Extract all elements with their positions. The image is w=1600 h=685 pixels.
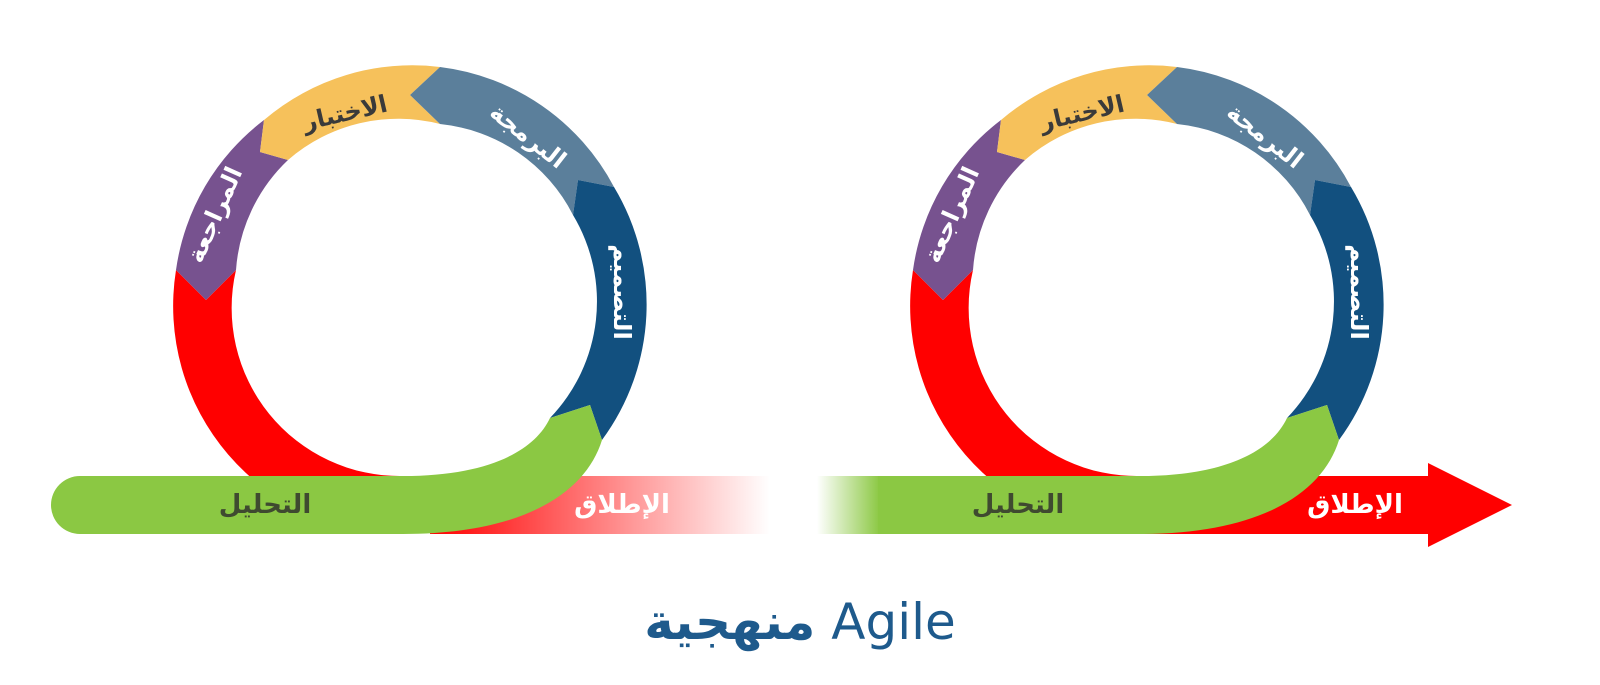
review-segment-left (176, 120, 288, 300)
design-label-right: التصميم (1345, 244, 1373, 339)
cycle-left: التحليل الإطلاق المراجعة الاختبار البرمج… (51, 65, 770, 535)
launch-label-right: الإطلاق (1307, 490, 1403, 520)
cycle-right: التحليل الإطلاق المراجعة الاختبار البرمج… (817, 65, 1512, 547)
red-loop-right (910, 270, 1140, 535)
testing-segment-left (260, 65, 440, 160)
launch-label-left: الإطلاق (574, 490, 670, 520)
analysis-fade-right (817, 476, 880, 534)
review-segment-right (913, 120, 1025, 300)
analysis-label-right: التحليل (972, 490, 1064, 520)
title-latin: Agile (831, 593, 956, 651)
design-segment-left (550, 180, 647, 440)
programming-segment-left (410, 67, 614, 215)
design-segment-right (1287, 180, 1384, 440)
red-loop-left (173, 270, 403, 535)
analysis-arrow-left (51, 405, 602, 534)
design-label-left: التصميم (608, 244, 636, 339)
testing-segment-right (997, 65, 1177, 160)
title-arabic: منهجية (644, 593, 816, 651)
analysis-arrow-right (878, 405, 1339, 534)
programming-segment-right (1147, 67, 1351, 215)
analysis-label-left: التحليل (219, 490, 311, 520)
page-title: منهجية Agile (0, 592, 1600, 652)
